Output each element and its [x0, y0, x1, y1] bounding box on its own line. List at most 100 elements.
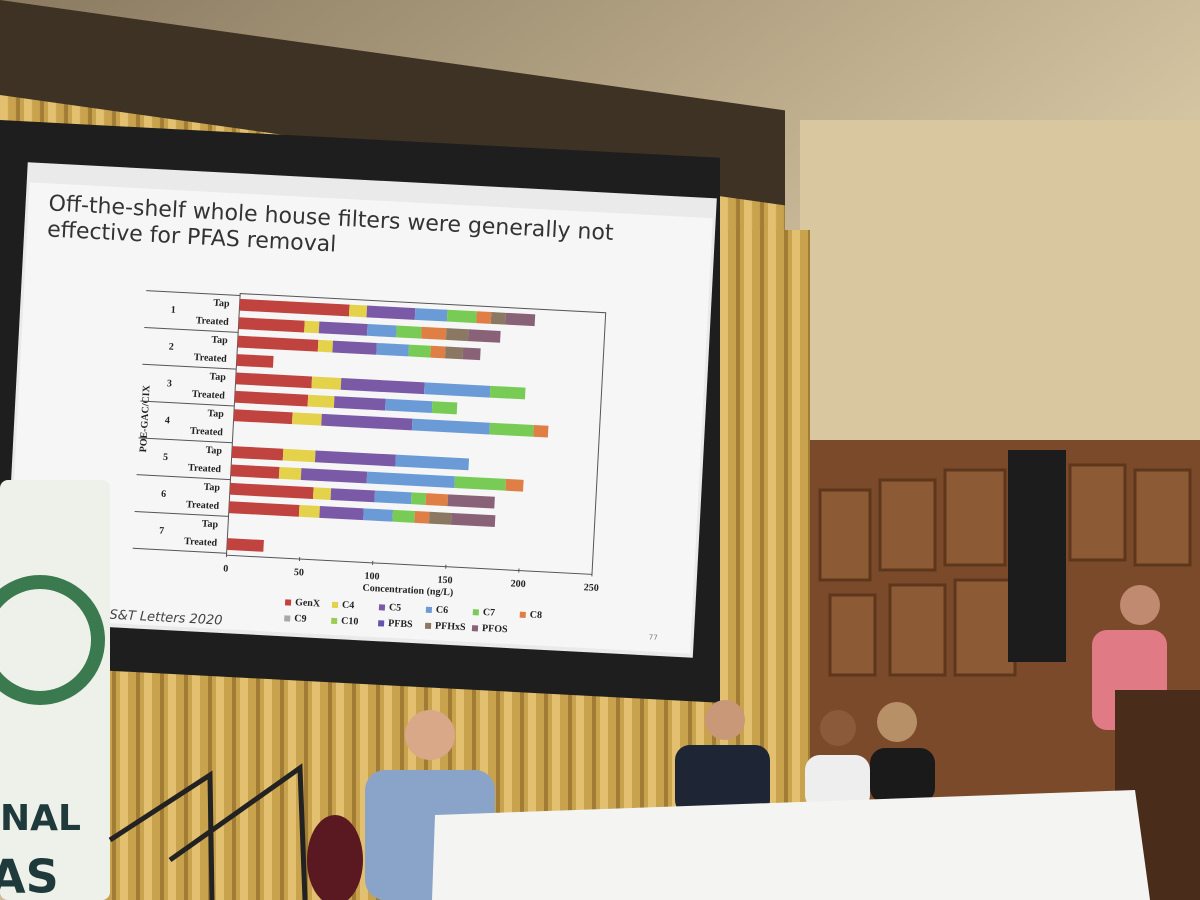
bar-segment	[278, 467, 302, 480]
bar-segment	[392, 509, 415, 523]
y-tick-label: Treated	[195, 315, 229, 328]
y-tick-label: Treated	[192, 389, 226, 402]
banner-text: AS	[0, 850, 59, 900]
bar-segment	[376, 342, 410, 357]
legend-label: C4	[342, 600, 355, 612]
legend-label: PFBS	[388, 618, 413, 630]
bar-segment	[348, 304, 368, 318]
speaker	[1008, 450, 1066, 662]
source: ES&T Letters 2020	[101, 607, 223, 628]
bar-segment	[462, 347, 481, 361]
y-tick-label: Treated	[184, 536, 218, 549]
bar-segment	[318, 321, 368, 336]
bar-segment	[282, 448, 316, 463]
y-tick-label: Tap	[205, 445, 222, 457]
bar-segment	[307, 394, 335, 408]
bar-segment	[414, 308, 448, 322]
bar-segment	[300, 468, 368, 484]
bar-segment	[505, 478, 524, 492]
bar-segment	[333, 396, 386, 411]
group-separator	[146, 290, 241, 297]
bar-segment	[236, 354, 274, 368]
bar-segment	[430, 345, 446, 359]
group-separator	[142, 363, 237, 370]
table-skirt	[432, 790, 1150, 900]
bar-segment	[467, 329, 501, 343]
group-separator	[134, 510, 229, 517]
legend-swatch	[519, 611, 526, 618]
bar-segment	[533, 425, 549, 438]
group-separator	[136, 474, 231, 481]
bar-segment	[444, 346, 464, 360]
stair-rails	[108, 763, 308, 900]
bar-segment	[428, 511, 452, 525]
group-label: 2	[169, 341, 175, 352]
y-tick-label: Tap	[201, 519, 218, 531]
slide-number: 77	[649, 633, 658, 641]
group-label: 6	[161, 489, 167, 500]
bar-segment	[237, 335, 319, 352]
bar-segment	[312, 487, 332, 500]
bar-segment	[489, 422, 534, 437]
y-tick-label: Treated	[194, 352, 228, 365]
legend-swatch	[284, 615, 291, 622]
legend-label: GenX	[295, 597, 321, 609]
bar-segment	[446, 309, 477, 324]
panel-frames	[818, 463, 1192, 677]
bar-segment	[408, 344, 431, 358]
legend-swatch	[378, 604, 386, 611]
bar-segment	[431, 401, 458, 415]
group-separator	[140, 400, 235, 407]
group-label: 1	[170, 305, 176, 316]
bar-segment	[332, 340, 377, 355]
bar-segment	[476, 311, 492, 324]
y-tick-label: Tap	[213, 298, 230, 310]
bar-segment	[311, 376, 342, 390]
legend-swatch	[472, 609, 479, 616]
y-tick-label: Tap	[203, 482, 220, 494]
y-tick-label: Treated	[188, 462, 222, 475]
bar-segment	[235, 372, 313, 389]
banner-logo	[0, 575, 105, 705]
x-tick-label: 250	[583, 582, 599, 594]
bar-segment	[321, 413, 413, 431]
legend-label: C9	[294, 613, 307, 625]
bar-segment	[385, 398, 433, 414]
legend-swatch	[471, 625, 479, 632]
y-tick-label: Treated	[190, 426, 224, 439]
legend-swatch	[331, 601, 339, 609]
bar-segment	[298, 504, 320, 518]
bar-segment	[489, 385, 526, 400]
legend-label: C10	[341, 616, 359, 628]
bar-segment	[445, 328, 469, 342]
bar-segment	[425, 493, 449, 507]
bar-segment	[291, 412, 322, 426]
bar-segment	[414, 511, 430, 524]
legend-label: C7	[483, 607, 496, 619]
bar-segment	[447, 494, 495, 509]
bar-segment	[450, 512, 496, 528]
bar-segment	[340, 378, 425, 395]
group-label: 4	[165, 415, 171, 426]
bar-segment	[366, 305, 416, 320]
bar-segment	[505, 312, 536, 327]
bar-segment	[239, 298, 350, 317]
x-axis-title: Concentration (ng/L)	[362, 583, 453, 599]
bar-segment	[228, 501, 300, 517]
group-label: 3	[167, 378, 173, 389]
bar-segment	[396, 325, 422, 339]
bar-segment	[363, 508, 394, 522]
legend-swatch	[331, 617, 338, 625]
bar-segment	[366, 324, 397, 338]
plot-frame	[225, 293, 607, 575]
bar-segment	[230, 464, 280, 479]
bar-segment	[395, 454, 470, 471]
legend-label: C6	[436, 605, 449, 617]
y-tick-label: Tap	[209, 371, 226, 383]
bar-segment	[304, 320, 320, 334]
group-label: 7	[159, 526, 165, 537]
legend-swatch	[424, 622, 432, 630]
bar-segment	[226, 538, 264, 552]
banner-text: NAL	[0, 798, 81, 839]
